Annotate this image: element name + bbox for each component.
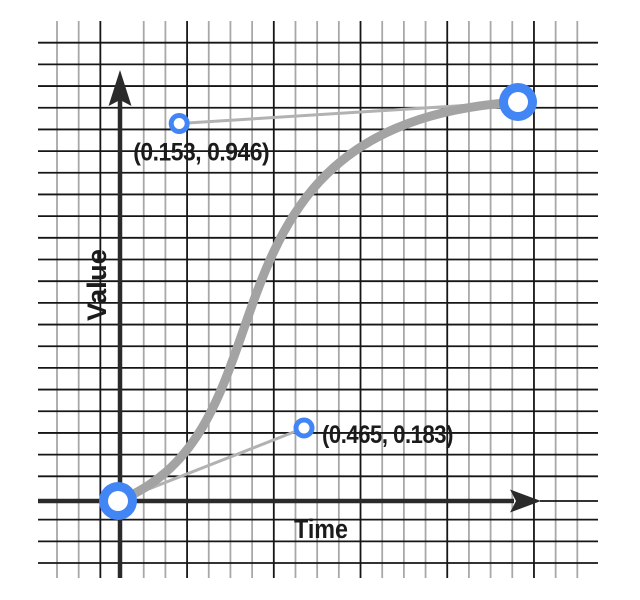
bezier-curve-path <box>113 97 523 506</box>
control-point-1-label: (0.465, 0.183) <box>322 421 453 449</box>
control-point-2[interactable] <box>168 113 190 135</box>
x-axis-arrow-icon <box>510 489 541 513</box>
y-axis-label: Value <box>82 249 112 321</box>
bezier-curve <box>113 97 523 506</box>
x-axis-label: Time <box>294 514 348 544</box>
control-point-2-label: (0.153, 0.946) <box>133 139 269 167</box>
control-point-1[interactable] <box>293 417 315 439</box>
points <box>99 83 537 520</box>
anchor-point-end-center <box>508 92 528 112</box>
anchor-point-start-center <box>108 491 128 511</box>
y-axis-arrow-icon <box>108 70 132 106</box>
labels: Time Value (0.465, 0.183) (0.153, 0.946) <box>82 139 454 544</box>
